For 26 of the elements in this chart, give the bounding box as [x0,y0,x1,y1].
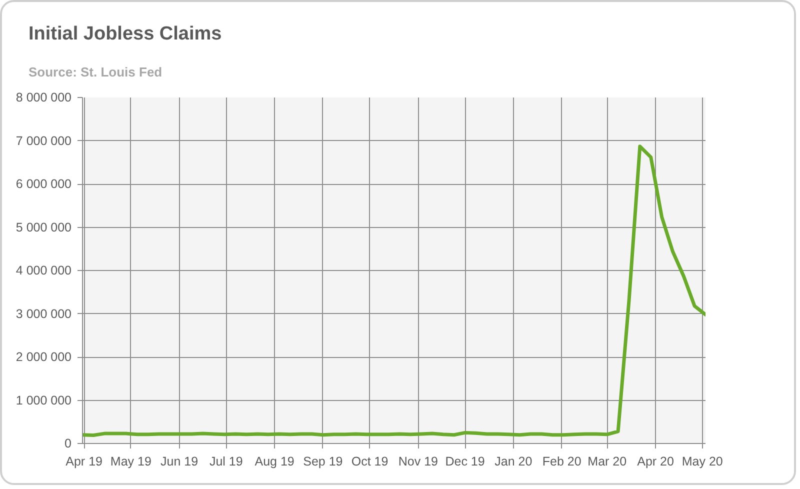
line-series [82,144,706,438]
y-tick-label: 0 [64,436,72,450]
x-tick-label: Apr 20 [637,454,674,468]
x-tick-label: Mar 20 [588,454,627,468]
y-tick-label: 1 000 000 [16,393,72,408]
y-tick-label: 6 000 000 [16,177,72,191]
x-tick-label: Jun 19 [160,454,198,468]
chart-title: Initial Jobless Claims [28,24,222,44]
x-tick-label: Jul 19 [209,454,243,468]
x-tick-label: Apr 19 [66,454,103,468]
y-tick-label: 3 000 000 [16,306,72,321]
x-tick-label: Dec 19 [445,454,485,468]
y-tick-label: 5 000 000 [16,220,72,234]
x-tick-label: Sep 19 [303,454,343,468]
x-tick-label: May 20 [682,454,723,468]
x-tick-label: May 19 [110,454,152,468]
y-tick-label: 8 000 000 [16,90,72,104]
x-tick-label: Nov 19 [398,454,438,468]
x-tick-label: Aug 19 [254,454,294,468]
y-tick-label: 4 000 000 [16,264,72,278]
source-note: Source: St. Louis Fed [28,64,162,80]
x-tick-label: Jan 20 [494,454,532,468]
x-tick-label: Oct 19 [351,454,388,468]
y-tick-label: 2 000 000 [16,350,72,364]
x-tick-label: Feb 20 [542,454,582,468]
y-tick-label: 7 000 000 [16,134,72,148]
